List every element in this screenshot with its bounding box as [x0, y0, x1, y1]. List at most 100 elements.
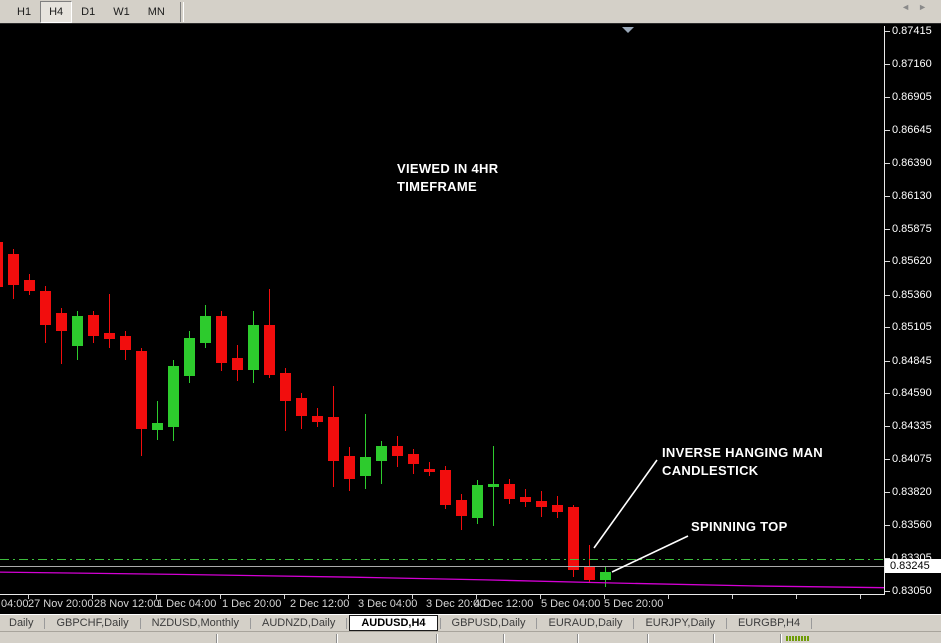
bear-candle [232, 358, 243, 371]
chart-tab-euraud-daily[interactable]: EURAUD,Daily [548, 617, 623, 629]
price-tick-label: 0.87415 [892, 25, 932, 38]
bear-candle [264, 324, 275, 376]
price-tick-label: 0.83560 [892, 519, 932, 532]
chart-shift-marker-icon [622, 27, 634, 33]
note-spinning-top: SPINNING TOP [691, 518, 788, 536]
chart-tab-nzdusd-monthly[interactable]: NZDUSD,Monthly [151, 617, 239, 629]
time-tick-label: 5 Dec 20:00 [604, 598, 664, 610]
timeframe-button-h1[interactable]: H1 [17, 5, 32, 18]
tab-separator [346, 617, 348, 629]
price-tick [885, 96, 890, 98]
price-tick [885, 63, 890, 65]
time-tick-label: 2 Dec 12:00 [290, 598, 350, 610]
timeframe-button-d1[interactable]: D1 [81, 5, 96, 18]
timeframe-toolbar: H1 H4 D1 W1 MN [0, 0, 941, 24]
chart-tab-daily[interactable]: Daily [9, 617, 34, 629]
price-tick [885, 525, 890, 527]
candle-wick [589, 544, 590, 583]
tab-scroll-left-icon[interactable]: ◄ [901, 2, 919, 12]
time-axis-border [0, 594, 885, 595]
statusbar-divider [780, 634, 782, 643]
tab-separator [725, 617, 727, 629]
price-tick-label: 0.85875 [892, 222, 932, 235]
time-tick [860, 595, 861, 599]
chart-area[interactable]: 0.87415 0.87160 0.86905 0.86645 0.86390 0.861… [0, 25, 941, 616]
status-bar [0, 631, 941, 643]
tab-scroll-right-icon[interactable]: ► [918, 2, 935, 12]
candle-wick [381, 440, 382, 485]
current-price-box: 0.83245 [885, 558, 941, 573]
timeframe-button-h4[interactable]: H4 [40, 0, 73, 23]
time-tick [732, 595, 733, 599]
bear-candle [104, 332, 115, 339]
bear-candle [56, 312, 67, 331]
time-tick-label: 5 Dec 04:00 [541, 598, 601, 610]
statusbar-divider [503, 634, 505, 643]
price-tick [885, 261, 890, 263]
data-feed-indicator [786, 636, 809, 641]
chart-tab-gbpchf-daily[interactable]: GBPCHF,Daily [56, 617, 129, 629]
price-tick-label: 0.85360 [892, 288, 932, 301]
bear-candle [40, 290, 51, 325]
bear-candle [424, 469, 435, 473]
price-tick [885, 195, 890, 197]
candle-wick [157, 400, 158, 440]
time-tick [796, 595, 797, 599]
price-tick-label: 0.83050 [892, 584, 932, 597]
price-tick-label: 0.86905 [892, 90, 932, 103]
time-tick-label: 3 Dec 20:00 [426, 598, 486, 610]
chart-tab-gbpusd-daily[interactable]: GBPUSD,Daily [451, 617, 526, 629]
bear-candle [312, 415, 323, 422]
statusbar-divider [647, 634, 649, 643]
time-tick-label: 3 Dec 04:00 [358, 598, 418, 610]
time-tick [540, 595, 541, 599]
toolbar-separator [179, 1, 184, 22]
bull-candle [200, 315, 211, 343]
statusbar-divider [436, 634, 438, 643]
time-tick [92, 595, 93, 599]
chart-tabs-bar: Daily GBPCHF,Daily NZDUSD,Monthly AUDNZD,Da… [0, 614, 941, 631]
chart-tab-audusd-h4[interactable]: AUDUSD,H4 [349, 615, 438, 631]
bear-candle [296, 398, 307, 416]
chart-tab-audnzd-daily[interactable]: AUDNZD,Daily [261, 617, 336, 629]
bull-candle [600, 572, 611, 581]
price-tick-label: 0.85105 [892, 321, 932, 334]
price-tick [885, 327, 890, 329]
chart-tab-eurgbp-h4[interactable]: EURGBP,H4 [737, 617, 801, 629]
time-tick-label: 1 Dec 20:00 [222, 598, 282, 610]
price-tick [885, 590, 890, 592]
note-ihm-line1: INVERSE HANGING MAN [662, 445, 823, 460]
time-tick [668, 595, 669, 599]
tab-scroll-arrows[interactable]: ◄► [901, 2, 935, 12]
bear-candle [456, 500, 467, 516]
note-timeframe-line1: VIEWED IN 4HR [397, 161, 499, 176]
chart-tab-eurjpy-daily[interactable]: EURJPY,Daily [645, 617, 715, 629]
statusbar-divider [577, 634, 579, 643]
bear-candle [280, 373, 291, 402]
bear-candle [584, 567, 595, 581]
price-tick [885, 492, 890, 494]
bear-candle [392, 445, 403, 457]
bull-candle [376, 445, 387, 462]
candle-wick [365, 413, 366, 490]
bull-candle [184, 337, 195, 377]
bear-candle [520, 497, 531, 503]
time-tick-label: 28 Nov 12:00 [94, 598, 160, 610]
timeframe-button-mn[interactable]: MN [147, 5, 165, 18]
bear-candle [344, 456, 355, 480]
timeframe-button-w1[interactable]: W1 [113, 5, 130, 18]
price-tick-label: 0.86130 [892, 189, 932, 202]
price-tick [885, 31, 890, 33]
bear-candle [440, 470, 451, 505]
bear-candle [328, 416, 339, 462]
bear-candle [88, 314, 99, 336]
price-tick [885, 459, 890, 461]
bull-candle [152, 422, 163, 430]
price-tick [885, 162, 890, 164]
tab-separator [439, 617, 441, 629]
price-tick-label: 0.84845 [892, 354, 932, 367]
note-ihm-line2: CANDLESTICK [662, 463, 759, 478]
statusbar-divider [713, 634, 715, 643]
price-tick [885, 393, 890, 395]
price-tick [885, 360, 890, 362]
